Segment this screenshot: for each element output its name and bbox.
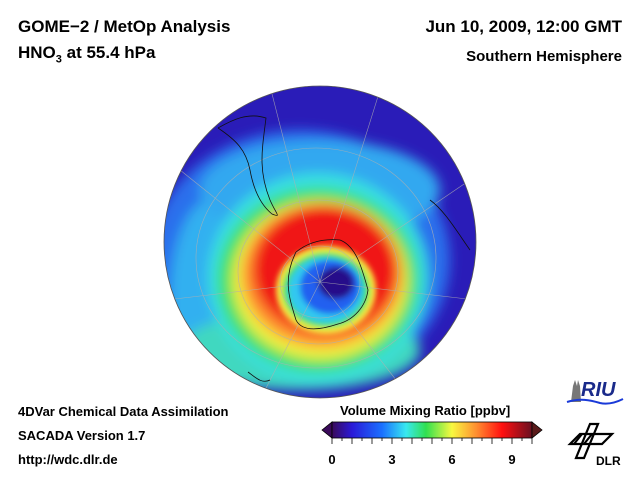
- footer-method: 4DVar Chemical Data Assimilation: [18, 404, 229, 419]
- colorbar-min-arrow: [321, 421, 333, 439]
- colorbar-tick-label: 6: [448, 452, 456, 467]
- globe-field: [164, 86, 476, 398]
- hemisphere-label: Southern Hemisphere: [466, 48, 622, 65]
- colorbar-max-arrow: [531, 421, 543, 439]
- graticule: [165, 86, 476, 398]
- globe-outline: [163, 85, 477, 399]
- footer-version: SACADA Version 1.7: [18, 428, 146, 443]
- colorbar: [321, 421, 543, 444]
- colorbar-tick-label: 0: [328, 452, 336, 467]
- colorbar-tick-label: 3: [388, 452, 396, 467]
- coastlines: [217, 115, 471, 382]
- colorbar-gradient: [331, 421, 533, 439]
- species-name: HNO: [18, 43, 56, 62]
- species-subscript: 3: [55, 53, 62, 66]
- dlr-logo: DLR: [567, 422, 621, 468]
- colorbar-title: Volume Mixing Ratio [ppbv]: [340, 403, 511, 418]
- river-wave-icon: [566, 398, 624, 405]
- riu-logo: RIU: [566, 379, 624, 405]
- pressure-level: at 55.4 hPa: [61, 43, 156, 62]
- colorbar-tick-label: 9: [508, 452, 516, 467]
- riu-text: RIU: [581, 379, 616, 401]
- dlr-text: DLR: [596, 454, 621, 468]
- species-level-title: HNO3 at 55.4 hPa: [18, 43, 155, 65]
- polar-map: [163, 85, 477, 399]
- datetime-label: Jun 10, 2009, 12:00 GMT: [425, 17, 622, 36]
- cathedral-icon: [571, 380, 581, 402]
- dlr-emblem-icon: [567, 422, 615, 460]
- analysis-title: GOME−2 / MetOp Analysis: [18, 17, 231, 36]
- footer-link[interactable]: http://wdc.dlr.de: [18, 452, 118, 467]
